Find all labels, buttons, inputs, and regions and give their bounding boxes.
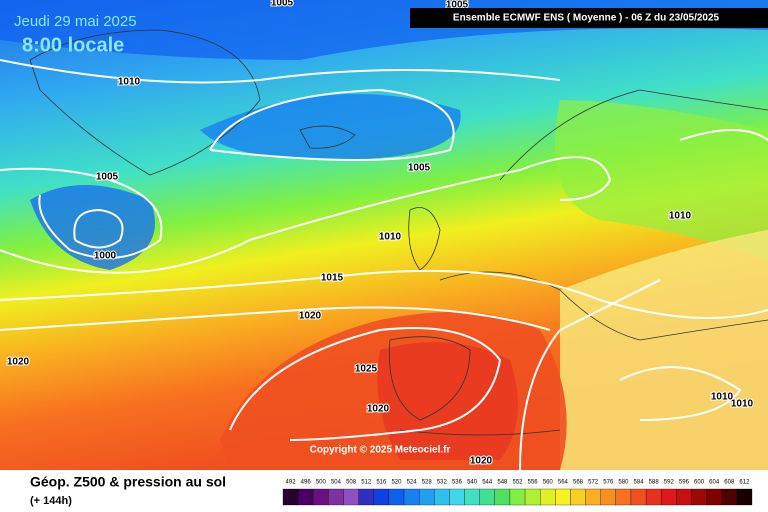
scale-label: 516 (376, 480, 387, 486)
scale-swatch (706, 488, 722, 506)
scale-swatch (388, 488, 405, 506)
scale-swatch (615, 488, 632, 506)
scale-label: 540 (467, 480, 478, 486)
isobar-label: 1025 (355, 364, 378, 375)
isobar-label: 1020 (367, 404, 390, 415)
time: 8:00 locale (22, 34, 124, 56)
scale-swatch (419, 488, 435, 506)
scale-swatch (630, 488, 647, 506)
scale-swatch (691, 488, 707, 506)
scale-swatch (328, 488, 344, 506)
scale-label: 504 (331, 480, 342, 486)
scale-swatch (343, 488, 359, 506)
isobar-label: 1010 (731, 399, 754, 410)
isobar-label: 1020 (470, 456, 493, 467)
scale-label: 560 (543, 480, 554, 486)
scale-label: 604 (709, 480, 720, 486)
scale-label: 580 (618, 480, 629, 486)
isobar-labels: 1005 1010 1005 1000 1005 1005 1010 1015 1020 1020… (6, 0, 755, 468)
footer-subtitle: (+ 144h) (30, 495, 72, 507)
isobar-label: 1010 (118, 77, 141, 88)
isobar-label: 1000 (94, 251, 117, 262)
scale-swatch (313, 488, 329, 506)
isobar-label: 1010 (379, 232, 402, 243)
scale-label: 520 (391, 480, 402, 486)
scale-label: 572 (588, 480, 599, 486)
scale-label: 508 (346, 480, 357, 486)
scale-swatch (403, 488, 420, 506)
color-scale: 492 496 500 504 508 512 516 520 524 528 532 536 540 5… (282, 480, 753, 506)
coastlines (29, 29, 768, 436)
scale-swatch (585, 488, 601, 506)
scale-swatch (661, 488, 677, 506)
scale-label: 512 (361, 480, 372, 486)
scale-swatch (736, 488, 753, 506)
scale-swatch (479, 488, 495, 506)
scale-swatch (494, 488, 511, 506)
scale-label: 568 (573, 480, 584, 486)
isobar-label: 1020 (299, 311, 322, 322)
scale-swatch (721, 488, 738, 506)
scale-label: 592 (664, 480, 675, 486)
isobar-label: 1005 (408, 163, 431, 174)
scale-label: 608 (724, 480, 735, 486)
model-banner (410, 8, 768, 28)
scale-label: 576 (603, 480, 614, 486)
scale-swatch (282, 488, 299, 506)
scale-label: 532 (437, 480, 448, 486)
scale-swatch (524, 488, 541, 506)
scale-label: 544 (482, 480, 493, 486)
scale-label: 596 (679, 480, 690, 486)
isobar-label: 1005 (271, 0, 294, 9)
scale-swatch (676, 488, 692, 506)
scale-swatch (509, 488, 526, 506)
scale-label: 556 (528, 480, 539, 486)
scale-label: 584 (634, 480, 645, 486)
footer-title: Géop. Z500 & pression au sol (30, 474, 226, 490)
scale-swatch (555, 488, 571, 506)
scale-label: 564 (558, 480, 569, 486)
scale-swatch (434, 488, 450, 506)
scale-swatch (600, 488, 616, 506)
date: Jeudi 29 mai 2025 (14, 13, 137, 30)
isobar-label: 1020 (7, 357, 30, 368)
isobar-label: 1005 (96, 172, 119, 183)
isobar-label: 1010 (669, 211, 692, 222)
scale-label: 612 (739, 480, 750, 486)
scale-label: 492 (286, 480, 297, 486)
copyright: Copyright © 2025 Meteociel.fr (310, 445, 451, 456)
scale-label: 500 (316, 480, 327, 486)
isobar-label: 1010 (711, 392, 734, 403)
scale-label: 496 (301, 480, 312, 486)
scale-swatch (645, 488, 662, 506)
scale-swatch (540, 488, 556, 506)
scale-label: 552 (512, 480, 523, 486)
scale-swatch (464, 488, 480, 506)
scale-label: 600 (694, 480, 705, 486)
scale-label: 548 (497, 480, 508, 486)
scale-label: 528 (422, 480, 433, 486)
scale-swatch (373, 488, 390, 506)
scale-swatch (358, 488, 374, 506)
scale-swatch (449, 488, 465, 506)
isobar-label: 1015 (321, 273, 344, 284)
scale-swatch (570, 488, 586, 506)
scale-label: 524 (407, 480, 418, 486)
scale-swatch (297, 488, 314, 506)
scale-label: 588 (649, 480, 660, 486)
isobars (0, 59, 768, 471)
isobar-label: 1005 (446, 0, 469, 11)
model-info: Ensemble ECMWF ENS ( Moyenne ) - 06 Z du… (453, 13, 720, 24)
scale-label: 536 (452, 480, 463, 486)
